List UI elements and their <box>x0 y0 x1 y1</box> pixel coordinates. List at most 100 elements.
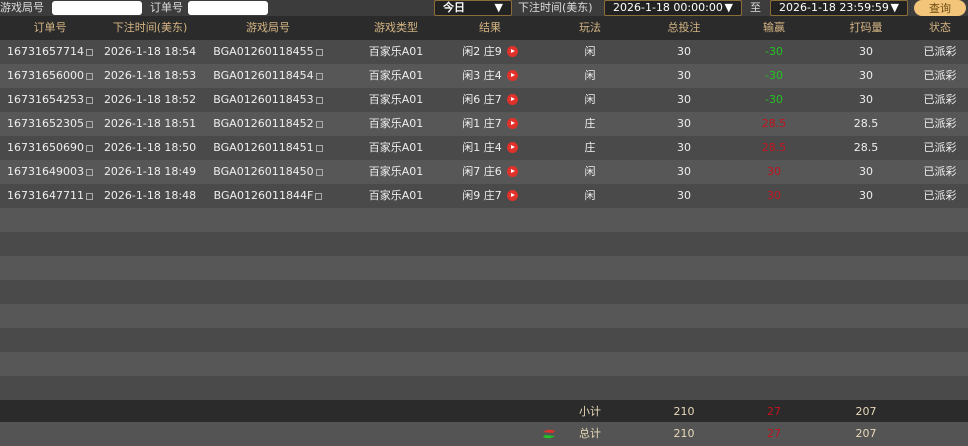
start-time-select[interactable]: 2026-1-18 00:00:00 ▼ <box>604 0 742 16</box>
order-input[interactable] <box>188 1 268 15</box>
order-label: 订单号 <box>150 1 183 14</box>
game-type-text: 百家乐A01 <box>368 69 424 82</box>
copy-icon[interactable] <box>85 121 93 128</box>
status: 已派彩 <box>910 112 968 136</box>
game-type: 百家乐A01 <box>336 136 456 160</box>
turnover-text: 30 <box>859 165 873 178</box>
play-type-text: 闲 <box>584 69 596 82</box>
chevron-down-icon: ▼ <box>494 1 503 14</box>
copy-icon[interactable] <box>315 49 323 56</box>
turnover-text: 30 <box>859 93 873 106</box>
play-video-icon[interactable] <box>506 118 518 129</box>
result-text: 闲1 庄4 <box>462 141 502 154</box>
game-type: 百家乐A01 <box>336 64 456 88</box>
result: 闲3 庄4 <box>440 64 540 88</box>
end-time-select[interactable]: 2026-1-18 23:59:59 ▼ <box>770 0 908 16</box>
game-type: 百家乐A01 <box>336 40 456 64</box>
result-text: 闲6 庄7 <box>462 93 502 106</box>
order-id: 16731649003 <box>0 160 100 184</box>
result: 闲7 庄6 <box>440 160 540 184</box>
result-text: 闲2 庄9 <box>462 45 502 58</box>
copy-icon[interactable] <box>315 193 323 200</box>
order-id: 16731647711 <box>0 184 100 208</box>
refresh-icon[interactable] <box>541 428 557 440</box>
play-type: 庄 <box>540 136 640 160</box>
win-loss-text: 28.5 <box>761 141 787 154</box>
subtotal-label: 小计 <box>579 405 601 418</box>
play-type: 闲 <box>540 184 640 208</box>
copy-icon[interactable] <box>85 49 93 56</box>
status: 已派彩 <box>910 160 968 184</box>
order-id: 16731650690 <box>0 136 100 160</box>
play-video-icon[interactable] <box>506 190 518 201</box>
copy-icon[interactable] <box>315 121 323 128</box>
column-header: 打码量 <box>849 21 883 34</box>
copy-icon[interactable] <box>85 73 93 80</box>
total-bet-text: 30 <box>677 117 691 130</box>
total-bet-text: 30 <box>677 69 691 82</box>
chevron-down-icon: ▼ <box>890 1 899 14</box>
play-type: 庄 <box>540 112 640 136</box>
total-bet: 30 <box>634 64 734 88</box>
bet-time: 2026-1-18 18:50 <box>100 136 200 160</box>
query-button[interactable]: 查询 <box>914 0 966 16</box>
order-id-text: 16731650690 <box>7 141 84 154</box>
order-id: 16731656000 <box>0 64 100 88</box>
play-type: 闲 <box>540 40 640 64</box>
turnover-text: 30 <box>859 45 873 58</box>
total-bet: 30 <box>634 88 734 112</box>
empty-row <box>0 232 968 256</box>
copy-icon[interactable] <box>315 169 323 176</box>
status: 已派彩 <box>910 88 968 112</box>
turnover: 30 <box>816 40 916 64</box>
status-text: 已派彩 <box>923 93 957 106</box>
copy-icon[interactable] <box>315 97 323 104</box>
round-id: BGA01260118455 <box>200 40 336 64</box>
bet-time: 2026-1-18 18:53 <box>100 64 200 88</box>
play-video-icon[interactable] <box>506 166 518 177</box>
bet-time: 2026-1-18 18:48 <box>100 184 200 208</box>
total-bet: 30 <box>634 160 734 184</box>
game-type: 百家乐A01 <box>336 112 456 136</box>
round-id-text: BGA01260118451 <box>213 141 314 154</box>
total-bet: 30 <box>634 112 734 136</box>
copy-icon[interactable] <box>85 145 93 152</box>
total-bet-text: 30 <box>677 141 691 154</box>
total-label: 总计 <box>579 427 601 440</box>
round-id-text: BGA01260118455 <box>213 45 314 58</box>
play-video-icon[interactable] <box>506 46 518 57</box>
round-input[interactable] <box>52 1 142 15</box>
play-video-icon[interactable] <box>506 70 518 81</box>
win-loss-text: -30 <box>765 93 783 106</box>
to-label: 至 <box>750 1 761 14</box>
turnover-text: 30 <box>859 69 873 82</box>
copy-icon[interactable] <box>315 145 323 152</box>
play-video-icon[interactable] <box>506 94 518 105</box>
result-text: 闲9 庄7 <box>462 189 502 202</box>
bet-time-text: 2026-1-18 18:54 <box>103 45 197 58</box>
end-value: 2026-1-18 23:59:59 <box>779 1 889 14</box>
win-loss: -30 <box>724 88 824 112</box>
time-label: 下注时间(美东) <box>518 1 593 14</box>
play-type: 闲 <box>540 64 640 88</box>
result: 闲2 庄9 <box>440 40 540 64</box>
copy-icon[interactable] <box>85 97 93 104</box>
turnover: 30 <box>816 64 916 88</box>
game-type-text: 百家乐A01 <box>368 189 424 202</box>
round-id-text: BGA0126011844F <box>213 189 314 202</box>
copy-icon[interactable] <box>85 193 93 200</box>
copy-icon[interactable] <box>85 169 93 176</box>
period-select[interactable]: 今日 ▼ <box>434 0 512 16</box>
round-id-text: BGA01260118453 <box>213 93 314 106</box>
round-label: 游戏局号 <box>0 1 44 14</box>
total-bet-text: 30 <box>677 93 691 106</box>
period-value: 今日 <box>443 1 465 14</box>
total-turnover: 207 <box>855 427 877 440</box>
win-loss: -30 <box>724 40 824 64</box>
play-video-icon[interactable] <box>506 142 518 153</box>
win-loss-text: -30 <box>765 45 783 58</box>
result: 闲6 庄7 <box>440 88 540 112</box>
copy-icon[interactable] <box>315 73 323 80</box>
subtotal-win: 27 <box>767 405 781 418</box>
order-id: 16731654253 <box>0 88 100 112</box>
